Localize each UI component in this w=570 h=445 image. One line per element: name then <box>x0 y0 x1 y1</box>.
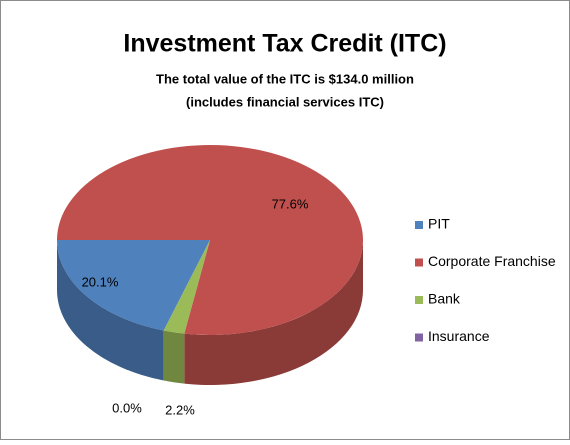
legend-label: Bank <box>428 291 461 307</box>
legend-swatch <box>415 221 423 229</box>
legend-label: PIT <box>428 216 450 232</box>
legend-swatch <box>415 258 423 267</box>
pie-slice <box>56 239 211 331</box>
legend-swatch <box>415 296 423 304</box>
pie-slice <box>163 240 210 334</box>
pie-slice-side <box>163 330 185 384</box>
chart-subtitle: (includes financial services ITC) <box>186 94 384 109</box>
legend-label: Corporate Franchise <box>428 253 556 269</box>
pie-slice-side <box>184 240 363 385</box>
pie-slice-side <box>57 240 164 381</box>
data-label: 20.1% <box>82 274 119 289</box>
data-label: 2.2% <box>165 402 195 417</box>
pie-slice <box>57 145 364 336</box>
chart-title: Investment Tax Credit (ITC) <box>123 30 446 58</box>
legend-swatch <box>415 333 423 342</box>
legend-label: Insurance <box>428 328 490 344</box>
data-label: 0.0% <box>112 400 142 415</box>
chart-subtitle: The total value of the ITC is $134.0 mil… <box>156 71 414 86</box>
data-label: 77.6% <box>272 196 309 211</box>
